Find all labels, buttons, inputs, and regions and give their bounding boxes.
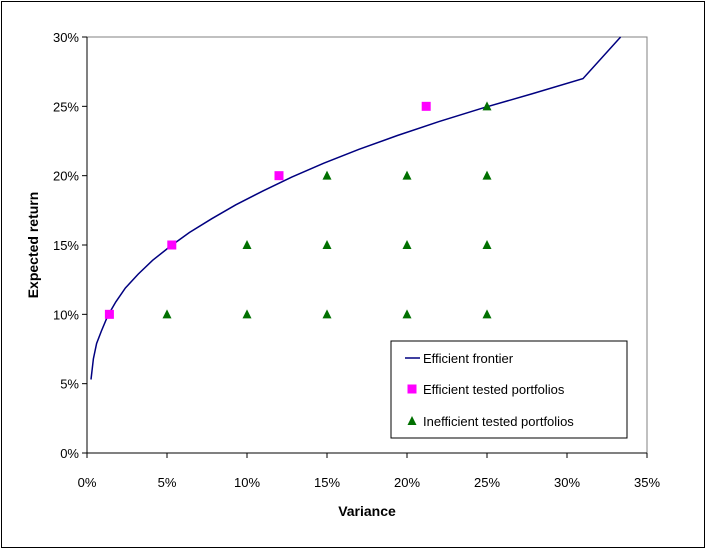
y-axis-title: Expected return [25, 192, 41, 299]
inefficient-portfolio-point [402, 170, 412, 180]
y-tick-label: 0% [60, 446, 79, 461]
series-square [104, 101, 431, 319]
legend-item: Efficient frontier [405, 351, 514, 366]
x-tick-label: 15% [314, 475, 340, 490]
inefficient-portfolio-point [482, 170, 492, 180]
x-tick-label: 30% [554, 475, 580, 490]
y-tick-label: 5% [60, 377, 79, 392]
legend-item: Inefficient tested portfolios [407, 414, 574, 429]
legend-square-swatch [407, 384, 417, 394]
x-tick-label: 20% [394, 475, 420, 490]
inefficient-portfolio-point [402, 240, 412, 249]
y-tick-label: 15% [53, 238, 79, 253]
legend-label: Efficient tested portfolios [423, 382, 565, 397]
efficient-frontier-line [90, 36, 622, 380]
efficient-portfolio-point [167, 240, 177, 250]
efficient-portfolio-point [421, 101, 431, 111]
inefficient-portfolio-point [402, 309, 412, 319]
inefficient-portfolio-point [162, 309, 172, 319]
inefficient-portfolio-point [242, 240, 252, 249]
inefficient-portfolio-point [322, 170, 332, 180]
x-axis-title: Variance [338, 503, 396, 519]
inefficient-portfolio-point [482, 240, 492, 249]
y-tick-label: 10% [53, 307, 79, 322]
legend-item: Efficient tested portfolios [407, 382, 565, 397]
series-line [90, 36, 622, 380]
series-triangle [162, 101, 492, 319]
inefficient-portfolio-point [322, 309, 332, 319]
x-tick-label: 5% [158, 475, 177, 490]
y-tick-label: 30% [53, 30, 79, 45]
legend: Efficient frontier Efficient tested portf… [390, 340, 628, 439]
axes: 0% 5% 10% 15% 20% 25% 30% 0% 5% 10% 15% 20% 25% 30% 35… [53, 30, 660, 490]
efficient-portfolio-point [104, 309, 114, 319]
inefficient-portfolio-point [482, 101, 492, 111]
inefficient-portfolio-point [242, 309, 252, 319]
inefficient-portfolio-point [322, 240, 332, 249]
legend-box [390, 340, 628, 439]
x-tick-label: 35% [634, 475, 660, 490]
y-tick-label: 20% [53, 169, 79, 184]
series-layer [90, 36, 622, 380]
inefficient-portfolio-point [482, 309, 492, 319]
efficient-portfolio-point [274, 171, 284, 181]
legend-label: Inefficient tested portfolios [423, 414, 574, 429]
x-tick-label: 10% [234, 475, 260, 490]
y-tick-label: 25% [53, 99, 79, 114]
legend-triangle-swatch [407, 416, 417, 425]
x-tick-label: 25% [474, 475, 500, 490]
legend-label: Efficient frontier [423, 351, 514, 366]
x-tick-label: 0% [78, 475, 97, 490]
